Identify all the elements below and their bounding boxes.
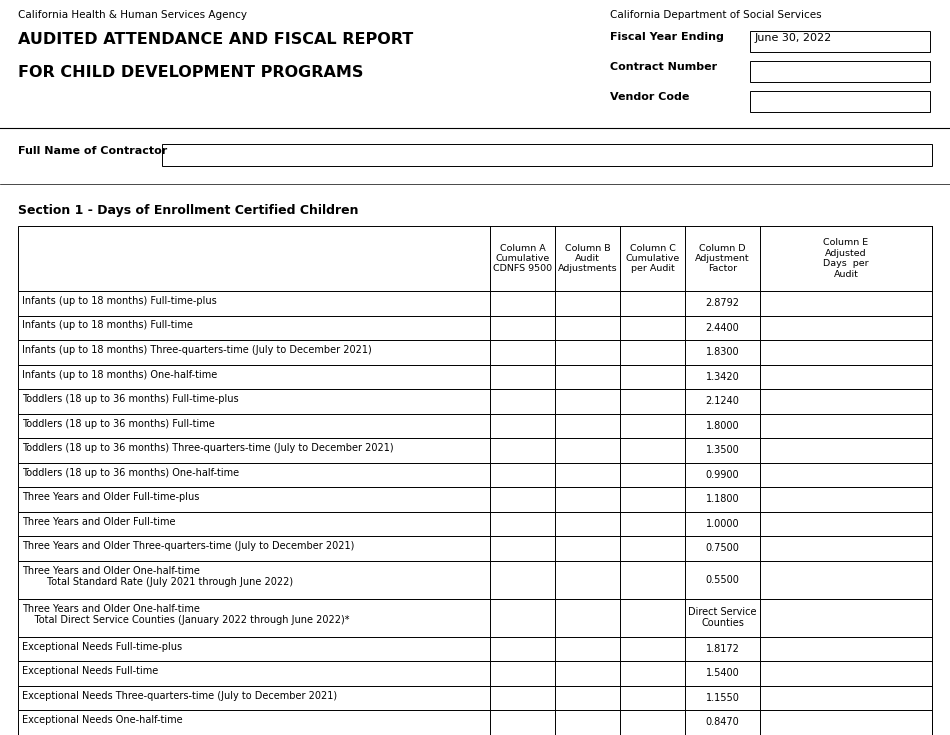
Bar [18,226,932,291]
Text: California Health & Human Services Agency: California Health & Human Services Agenc… [18,10,247,20]
Text: 1.5400: 1.5400 [706,668,739,678]
Text: Infants (up to 18 months) One-half-time: Infants (up to 18 months) One-half-time [22,370,218,379]
Text: Column D
Adjustment
Factor: Column D Adjustment Factor [695,243,750,273]
Text: Infants (up to 18 months) Full-time: Infants (up to 18 months) Full-time [22,320,193,331]
Text: 1.1550: 1.1550 [706,693,739,703]
Text: 0.5500: 0.5500 [706,575,739,584]
Text: 1.8000: 1.8000 [706,420,739,431]
Text: California Department of Social Services: California Department of Social Services [610,10,822,20]
Bar [18,561,932,598]
Text: Fiscal Year Ending: Fiscal Year Ending [610,32,724,42]
Bar [18,389,932,414]
Bar [18,414,932,438]
Bar [18,598,932,637]
Text: 1.8300: 1.8300 [706,347,739,357]
Text: June 30, 2022: June 30, 2022 [755,33,832,43]
Bar [18,291,932,315]
Text: Direct Service
Counties: Direct Service Counties [688,606,757,628]
Bar [18,315,932,340]
Text: 2.1240: 2.1240 [706,396,739,406]
Text: 0.9900: 0.9900 [706,470,739,480]
Text: Three Years and Older Full-time-plus: Three Years and Older Full-time-plus [22,492,200,502]
Bar [18,512,932,536]
Text: 0.7500: 0.7500 [706,543,739,553]
Bar [18,487,932,512]
Text: Column E
Adjusted
Days  per
Audit: Column E Adjusted Days per Audit [824,238,869,279]
Text: Infants (up to 18 months) Three-quarters-time (July to December 2021): Infants (up to 18 months) Three-quarters… [22,345,371,355]
Text: Three Years and Older Full-time: Three Years and Older Full-time [22,517,176,526]
Text: Exceptional Needs Full-time: Exceptional Needs Full-time [22,666,159,676]
Text: 2.8792: 2.8792 [706,298,739,308]
Text: 1.0000: 1.0000 [706,519,739,528]
Bar [750,61,930,82]
Text: Full Name of Contractor: Full Name of Contractor [18,146,167,156]
Bar [18,462,932,487]
Text: Vendor Code: Vendor Code [610,92,690,102]
Text: Three Years and Older One-half-time
        Total Standard Rate (July 2021 throu: Three Years and Older One-half-time Tota… [22,565,294,587]
Bar [162,144,932,166]
Text: Column B
Audit
Adjustments: Column B Audit Adjustments [558,243,618,273]
Bar [18,340,932,365]
Text: 2.4400: 2.4400 [706,323,739,333]
Bar [18,637,932,661]
Text: 1.1800: 1.1800 [706,494,739,504]
Text: Three Years and Older One-half-time
    Total Direct Service Counties (January 2: Three Years and Older One-half-time Tota… [22,603,350,625]
Bar [750,31,930,52]
Text: Column A
Cumulative
CDNFS 9500: Column A Cumulative CDNFS 9500 [493,243,552,273]
Bar [750,91,930,112]
Bar [18,710,932,734]
Text: Toddlers (18 up to 36 months) Full-time: Toddlers (18 up to 36 months) Full-time [22,418,215,429]
Bar [18,438,932,462]
Text: Toddlers (18 up to 36 months) Full-time-plus: Toddlers (18 up to 36 months) Full-time-… [22,394,238,404]
Text: Toddlers (18 up to 36 months) Three-quarters-time (July to December 2021): Toddlers (18 up to 36 months) Three-quar… [22,443,393,453]
Bar [18,365,932,389]
Text: Infants (up to 18 months) Full-time-plus: Infants (up to 18 months) Full-time-plus [22,296,217,306]
Text: Three Years and Older Three-quarters-time (July to December 2021): Three Years and Older Three-quarters-tim… [22,541,354,551]
Text: Exceptional Needs Full-time-plus: Exceptional Needs Full-time-plus [22,642,182,651]
Bar [18,686,932,710]
Text: 1.3500: 1.3500 [706,445,739,455]
Text: AUDITED ATTENDANCE AND FISCAL REPORT: AUDITED ATTENDANCE AND FISCAL REPORT [18,32,413,47]
Bar [18,536,932,561]
Text: Contract Number: Contract Number [610,62,717,72]
Text: FOR CHILD DEVELOPMENT PROGRAMS: FOR CHILD DEVELOPMENT PROGRAMS [18,65,363,80]
Text: Exceptional Needs Three-quarters-time (July to December 2021): Exceptional Needs Three-quarters-time (J… [22,690,337,700]
Text: Toddlers (18 up to 36 months) One-half-time: Toddlers (18 up to 36 months) One-half-t… [22,467,239,478]
Text: Column C
Cumulative
per Audit: Column C Cumulative per Audit [625,243,679,273]
Bar [18,661,932,686]
Text: Exceptional Needs One-half-time: Exceptional Needs One-half-time [22,715,182,725]
Text: 1.3420: 1.3420 [706,372,739,381]
Text: Section 1 - Days of Enrollment Certified Children: Section 1 - Days of Enrollment Certified… [18,204,358,217]
Text: 0.8470: 0.8470 [706,717,739,727]
Text: 1.8172: 1.8172 [706,644,739,653]
